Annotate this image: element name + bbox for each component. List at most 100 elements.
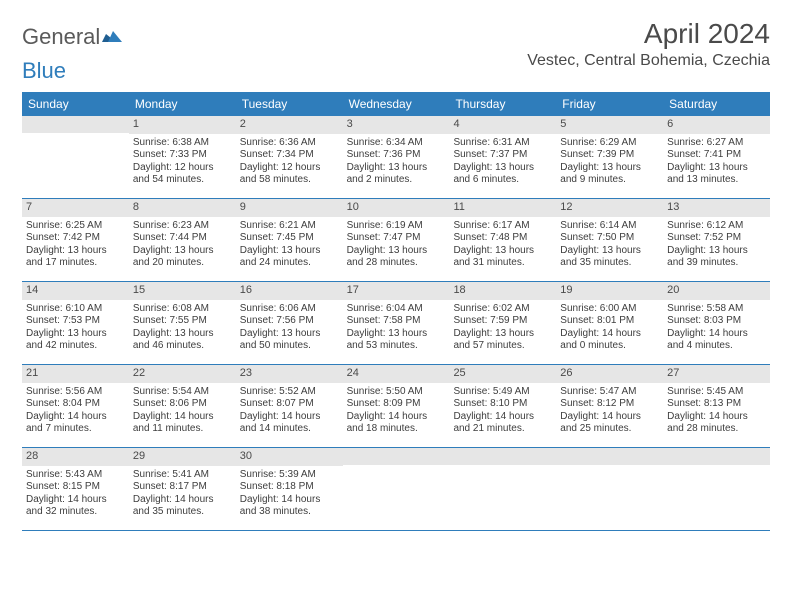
- month-title: April 2024: [527, 18, 770, 50]
- cell-line: Daylight: 14 hours: [560, 328, 659, 341]
- day-cell: 5 Sunrise: 6:29 AMSunset: 7:39 PMDaylight…: [556, 116, 663, 198]
- day-cell: [22, 116, 129, 198]
- cell-line: Sunrise: 5:58 AM: [667, 303, 766, 316]
- week-row: 1Sunrise: 6:38 AMSunset: 7:33 PMDaylight…: [22, 116, 770, 199]
- cell-line: Sunrise: 5:49 AM: [453, 386, 552, 399]
- day-cell: 24Sunrise: 5:50 AMSunset: 8:09 PMDayligh…: [343, 365, 450, 447]
- day-number: 7: [22, 199, 129, 217]
- day-number: [556, 448, 663, 465]
- cell-line: and 28 minutes.: [347, 257, 446, 270]
- cell-line: Daylight: 13 hours: [560, 162, 659, 175]
- day-number: 5: [556, 116, 663, 134]
- day-number: 21: [22, 365, 129, 383]
- cell-line: Sunrise: 6:00 AM: [560, 303, 659, 316]
- week-row: 14Sunrise: 6:10 AMSunset: 7:53 PMDayligh…: [22, 282, 770, 365]
- cell-line: Daylight: 14 hours: [240, 494, 339, 507]
- cell-line: Sunset: 7:41 PM: [667, 149, 766, 162]
- cell-line: Sunrise: 5:56 AM: [26, 386, 125, 399]
- cell-line: Sunrise: 6:21 AM: [240, 220, 339, 233]
- day-cell: 6Sunrise: 6:27 AMSunset: 7:41 PMDaylight…: [663, 116, 770, 198]
- day-number: 15: [129, 282, 236, 300]
- cell-line: Sunrise: 6:08 AM: [133, 303, 232, 316]
- day-cell: 17Sunrise: 6:04 AMSunset: 7:58 PMDayligh…: [343, 282, 450, 364]
- cell-line: Daylight: 14 hours: [133, 494, 232, 507]
- dayname: Friday: [556, 92, 663, 116]
- cell-line: Sunrise: 5:39 AM: [240, 469, 339, 482]
- cell-line: Daylight: 14 hours: [26, 494, 125, 507]
- cell-line: Sunset: 7:39 PM: [560, 149, 659, 162]
- cell-line: Daylight: 14 hours: [560, 411, 659, 424]
- day-number: 6: [663, 116, 770, 134]
- cell-line: Sunrise: 6:27 AM: [667, 137, 766, 150]
- cell-line: Sunrise: 6:23 AM: [133, 220, 232, 233]
- day-cell: 20Sunrise: 5:58 AMSunset: 8:03 PMDayligh…: [663, 282, 770, 364]
- cell-line: Sunset: 7:52 PM: [667, 232, 766, 245]
- day-cell: 11Sunrise: 6:17 AMSunset: 7:48 PMDayligh…: [449, 199, 556, 281]
- cell-line: Daylight: 12 hours: [133, 162, 232, 175]
- cell-line: and 6 minutes.: [453, 174, 552, 187]
- week-row: 28Sunrise: 5:43 AMSunset: 8:15 PMDayligh…: [22, 448, 770, 531]
- cell-line: Daylight: 13 hours: [347, 328, 446, 341]
- day-cell: [663, 448, 770, 530]
- day-cell: 4Sunrise: 6:31 AMSunset: 7:37 PMDaylight…: [449, 116, 556, 198]
- day-cell: 16Sunrise: 6:06 AMSunset: 7:56 PMDayligh…: [236, 282, 343, 364]
- cell-line: Daylight: 13 hours: [453, 328, 552, 341]
- day-number: 23: [236, 365, 343, 383]
- logo-text-1: General: [22, 24, 100, 50]
- day-cell: 26Sunrise: 5:47 AMSunset: 8:12 PMDayligh…: [556, 365, 663, 447]
- cell-line: Sunrise: 5:52 AM: [240, 386, 339, 399]
- day-number: 20: [663, 282, 770, 300]
- cell-line: Sunset: 7:36 PM: [347, 149, 446, 162]
- cell-line: Daylight: 13 hours: [453, 245, 552, 258]
- cell-line: Sunrise: 5:47 AM: [560, 386, 659, 399]
- cell-line: Sunset: 7:55 PM: [133, 315, 232, 328]
- cell-line: and 38 minutes.: [240, 506, 339, 519]
- cell-line: and 50 minutes.: [240, 340, 339, 353]
- cell-line: Sunset: 7:47 PM: [347, 232, 446, 245]
- cell-line: Sunrise: 6:06 AM: [240, 303, 339, 316]
- calendar: SundayMondayTuesdayWednesdayThursdayFrid…: [22, 92, 770, 531]
- day-number: 26: [556, 365, 663, 383]
- dayname-row: SundayMondayTuesdayWednesdayThursdayFrid…: [22, 92, 770, 116]
- cell-line: Daylight: 14 hours: [347, 411, 446, 424]
- day-number: 17: [343, 282, 450, 300]
- title-block: April 2024 Vestec, Central Bohemia, Czec…: [527, 18, 770, 70]
- cell-line: Daylight: 14 hours: [26, 411, 125, 424]
- cell-line: Sunset: 7:45 PM: [240, 232, 339, 245]
- day-cell: 21Sunrise: 5:56 AMSunset: 8:04 PMDayligh…: [22, 365, 129, 447]
- day-cell: 14Sunrise: 6:10 AMSunset: 7:53 PMDayligh…: [22, 282, 129, 364]
- cell-line: Sunrise: 5:50 AM: [347, 386, 446, 399]
- day-cell: 18Sunrise: 6:02 AMSunset: 7:59 PMDayligh…: [449, 282, 556, 364]
- cell-line: Sunrise: 5:41 AM: [133, 469, 232, 482]
- cell-line: Daylight: 13 hours: [347, 245, 446, 258]
- cell-line: and 18 minutes.: [347, 423, 446, 436]
- cell-line: Sunset: 8:13 PM: [667, 398, 766, 411]
- week-row: 21Sunrise: 5:56 AMSunset: 8:04 PMDayligh…: [22, 365, 770, 448]
- day-cell: 27Sunrise: 5:45 AMSunset: 8:13 PMDayligh…: [663, 365, 770, 447]
- day-number: [449, 448, 556, 465]
- cell-line: Sunset: 8:03 PM: [667, 315, 766, 328]
- dayname: Wednesday: [343, 92, 450, 116]
- day-number: 13: [663, 199, 770, 217]
- day-cell: 22Sunrise: 5:54 AMSunset: 8:06 PMDayligh…: [129, 365, 236, 447]
- day-number: 25: [449, 365, 556, 383]
- day-number: 1: [129, 116, 236, 134]
- cell-line: Sunrise: 5:45 AM: [667, 386, 766, 399]
- logo: General: [22, 18, 122, 50]
- day-number: 16: [236, 282, 343, 300]
- cell-line: Sunrise: 6:29 AM: [560, 137, 659, 150]
- day-number: 27: [663, 365, 770, 383]
- dayname: Saturday: [663, 92, 770, 116]
- day-cell: 12Sunrise: 6:14 AMSunset: 7:50 PMDayligh…: [556, 199, 663, 281]
- cell-line: and 7 minutes.: [26, 423, 125, 436]
- cell-line: Sunset: 8:01 PM: [560, 315, 659, 328]
- cell-line: and 54 minutes.: [133, 174, 232, 187]
- day-number: 11: [449, 199, 556, 217]
- cell-line: and 4 minutes.: [667, 340, 766, 353]
- cell-line: and 35 minutes.: [560, 257, 659, 270]
- cell-line: and 21 minutes.: [453, 423, 552, 436]
- day-cell: 7Sunrise: 6:25 AMSunset: 7:42 PMDaylight…: [22, 199, 129, 281]
- day-cell: 9Sunrise: 6:21 AMSunset: 7:45 PMDaylight…: [236, 199, 343, 281]
- day-cell: 13Sunrise: 6:12 AMSunset: 7:52 PMDayligh…: [663, 199, 770, 281]
- cell-line: Sunrise: 6:14 AM: [560, 220, 659, 233]
